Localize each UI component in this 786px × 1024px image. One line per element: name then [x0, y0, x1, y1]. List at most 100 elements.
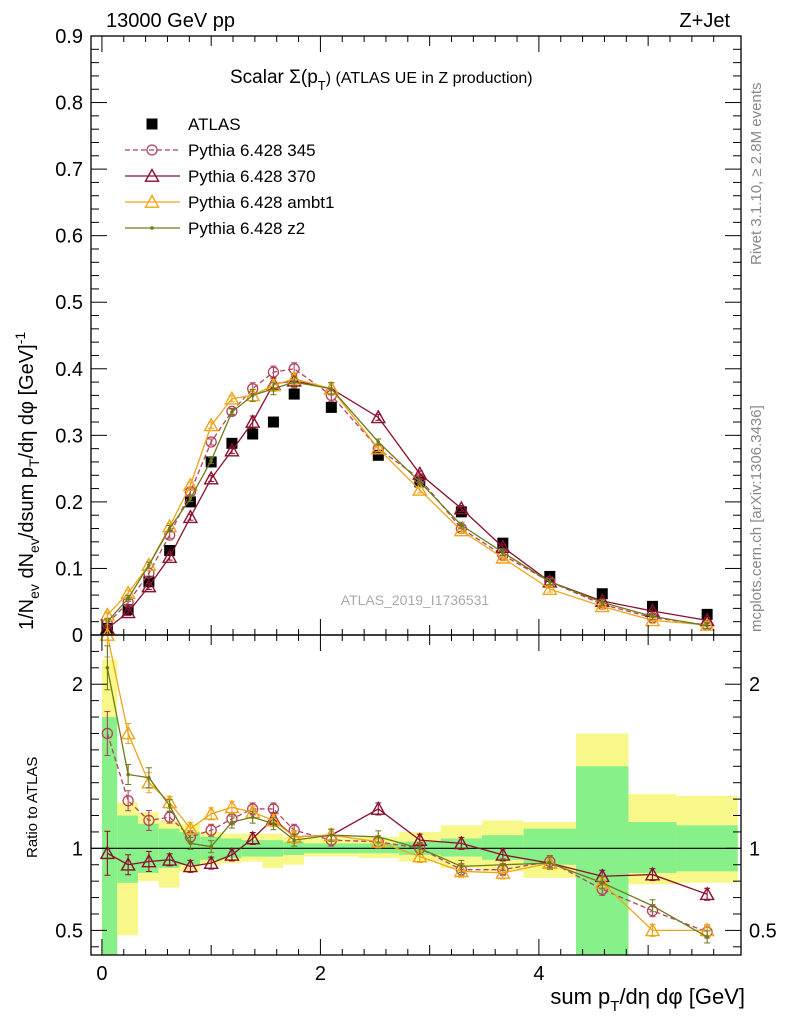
data-point-ambt1	[370, 833, 387, 848]
data-point-ambt1	[224, 390, 240, 405]
data-point-p370	[120, 856, 136, 871]
analysis-watermark: ATLAS_2019_I1736531	[341, 592, 490, 608]
main-y-tick-label: 0.3	[55, 425, 83, 447]
data-point-p345	[122, 795, 134, 807]
data-point-z2	[705, 935, 709, 939]
data-point-p370	[224, 846, 240, 861]
data-point-z2	[600, 880, 605, 885]
ratio-y-tick-label-right: 2	[749, 674, 760, 696]
data-point-z2	[230, 820, 234, 824]
data-point-ATLAS	[247, 428, 259, 440]
data-point-z2	[105, 666, 110, 670]
data-point-ambt1	[495, 549, 511, 564]
data-point-z2	[250, 815, 255, 819]
data-point-p370	[161, 851, 178, 866]
data-point-ambt1	[594, 598, 610, 613]
data-point-z2	[188, 841, 193, 846]
data-point-z2	[250, 393, 255, 398]
main-y-axis-label: 1/Nev dNev/dsum pT/dη dφ [GeV]-1	[12, 332, 42, 630]
data-point-ambt1	[141, 557, 157, 572]
data-point-z2	[548, 579, 552, 584]
data-point-z2	[292, 838, 296, 842]
plot-title: Scalar Σ(pT) (ATLAS UE in Z production)	[230, 67, 533, 93]
legend-label-p370: Pythia 6.428 370	[188, 167, 316, 186]
data-point-z2	[418, 480, 422, 484]
x-tick-label: 2	[315, 963, 326, 985]
x-tick-label: 0	[96, 963, 107, 985]
data-point-ambt1	[182, 820, 199, 835]
data-point-ambt1	[203, 805, 219, 820]
data-point-ambt1	[182, 477, 199, 492]
ratio-y-tick-label: 2	[72, 674, 83, 696]
data-point-ambt1	[203, 417, 219, 432]
data-point-z2	[501, 862, 505, 867]
data-point-z2	[126, 596, 130, 601]
mcplots-label: mcplots.cern.ch [arXiv:1306.3436]	[748, 405, 765, 632]
legend-label-ATLAS: ATLAS	[188, 115, 241, 134]
data-point-p370	[182, 509, 199, 524]
data-point-p370	[244, 414, 261, 428]
data-point-p370	[141, 853, 157, 868]
data-point-z2	[167, 803, 172, 808]
data-point-ATLAS	[372, 449, 384, 461]
ratio-stat-uncertainty-band	[101, 717, 118, 955]
data-point-z2	[376, 835, 381, 839]
data-point-z2	[188, 496, 193, 501]
data-point-p370	[699, 886, 715, 901]
data-point-ambt1	[644, 612, 661, 627]
ratio-panel	[91, 612, 741, 955]
axes-ticks: 0 2 4 0 0.1 0.2 0.3 0.4 0.5 0.6 0.7 0.8 0.9 0.5 0.5 1 1 2…	[55, 26, 777, 985]
data-point-z2	[650, 614, 655, 619]
data-point-ambt1	[495, 865, 511, 879]
data-point-ATLAS	[143, 576, 155, 588]
legend-marker-ATLAS	[146, 118, 158, 130]
rivet-label: Rivet 3.1.10, ≥ 2.8M events	[748, 83, 765, 266]
data-point-z2	[329, 833, 334, 838]
ratio-y-axis-label: Ratio to ATLAS	[24, 757, 41, 858]
data-point-ambt1	[644, 922, 661, 937]
data-point-p370	[99, 845, 116, 860]
main-y-tick-label: 0.9	[55, 26, 83, 48]
data-point-ATLAS	[497, 537, 509, 549]
data-point-p370	[644, 866, 661, 881]
data-point-ambt1	[99, 627, 116, 641]
ratio-stat-uncertainty-band	[628, 822, 677, 873]
process-label: Z+Jet	[679, 10, 730, 32]
data-point-z2	[418, 846, 422, 851]
data-point-z2	[600, 600, 605, 605]
data-point-ATLAS	[288, 388, 300, 400]
data-point-ATLAS	[325, 401, 337, 413]
main-y-tick-label: 0	[72, 625, 83, 647]
data-point-p345	[101, 727, 114, 740]
data-point-z2	[147, 563, 151, 567]
data-point-p370	[224, 442, 240, 457]
data-point-ambt1	[542, 581, 558, 595]
main-y-tick-label: 0.7	[55, 159, 83, 181]
data-point-ambt1	[370, 440, 387, 455]
data-point-z2	[459, 864, 464, 869]
data-point-z2	[650, 903, 655, 908]
ratio-y-tick-label: 0.5	[55, 920, 83, 942]
main-y-tick-label: 0.4	[55, 359, 83, 381]
data-point-p370	[161, 549, 178, 564]
data-point-ambt1	[224, 799, 240, 814]
data-point-ATLAS	[647, 600, 659, 612]
data-point-z2	[376, 440, 381, 444]
legend-label-ambt1: Pythia 6.428 ambt1	[188, 193, 334, 212]
main-panel	[99, 362, 715, 635]
data-point-p370	[244, 830, 261, 845]
data-point-p370	[453, 500, 470, 515]
ratio-frame	[90, 634, 742, 956]
data-point-z2	[501, 550, 505, 555]
data-point-z2	[126, 772, 130, 777]
legend-label-p345: Pythia 6.428 345	[188, 141, 316, 160]
data-point-p345	[143, 814, 155, 827]
legend-marker-z2	[150, 226, 154, 230]
x-tick-label: 4	[533, 963, 544, 985]
ratio-stat-uncertainty-band	[576, 766, 629, 955]
data-point-p370	[141, 578, 157, 593]
ratio-y-tick-label-right: 0.5	[749, 920, 777, 942]
data-point-z2	[459, 523, 464, 527]
legend-marker-p345	[146, 144, 158, 156]
